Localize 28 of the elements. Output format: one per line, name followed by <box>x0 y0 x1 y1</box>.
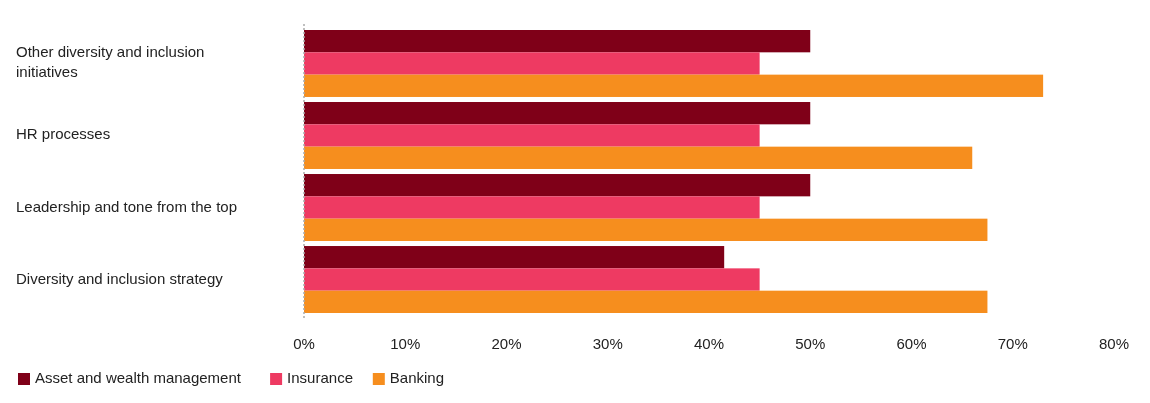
bar <box>304 196 760 219</box>
bar <box>304 30 811 53</box>
legend-label: Insurance <box>287 368 353 386</box>
bar <box>304 246 725 269</box>
legend-label: Banking <box>389 368 445 386</box>
bar <box>304 174 811 197</box>
x-tick-label: 10% <box>390 335 421 352</box>
x-tick-label: 50% <box>795 335 826 352</box>
x-tick-label: 0% <box>293 335 315 352</box>
y-tick-label: Diversity and inclusion strategy <box>16 269 224 287</box>
x-tick-label: 80% <box>1098 335 1130 352</box>
x-tick-label: 20% <box>491 335 522 352</box>
bar <box>304 74 1044 97</box>
bar <box>304 268 760 291</box>
x-tick-label: 70% <box>997 335 1028 352</box>
bar <box>304 146 973 169</box>
y-tick-label: HR processes <box>16 125 111 143</box>
bar <box>304 290 988 313</box>
legend-label: Asset and wealth management <box>35 368 242 386</box>
x-tick-label: 60% <box>896 335 927 352</box>
bar <box>304 52 760 75</box>
bar <box>304 102 811 125</box>
y-tick-label: Leadership and tone from the top <box>16 197 237 215</box>
bar <box>304 218 988 241</box>
y-tick-label: Other diversity and inclusion initiatives <box>16 43 205 81</box>
x-tick-label: 30% <box>592 335 623 352</box>
x-tick-label: 40% <box>693 335 725 352</box>
bar <box>304 124 760 147</box>
